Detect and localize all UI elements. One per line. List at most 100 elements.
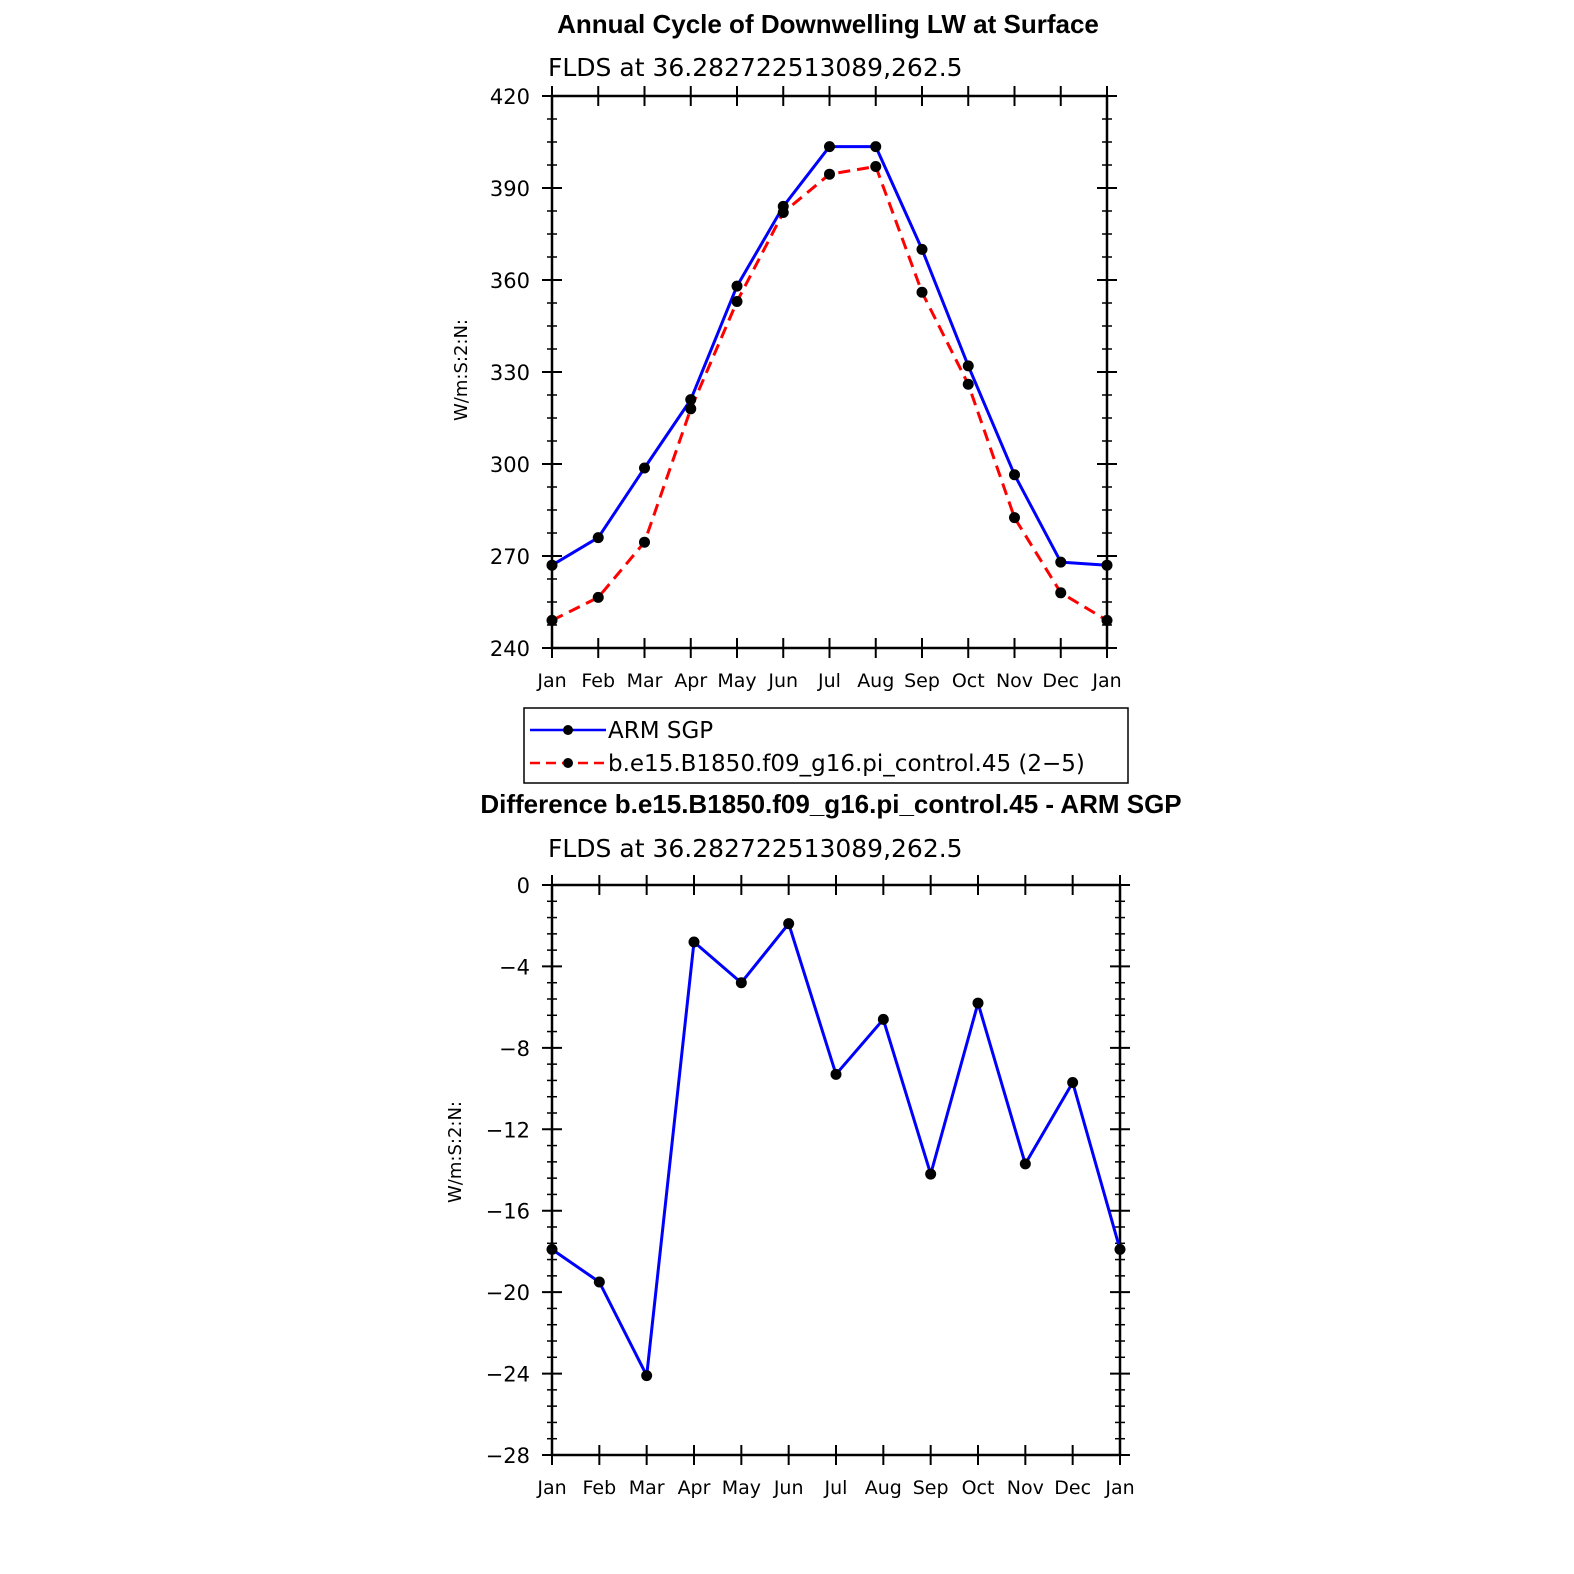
data-point [1055,587,1067,599]
x-tick-label: Jan [1104,1477,1134,1499]
x-tick-label: Mar [629,1477,665,1499]
data-point [830,1068,842,1080]
data-point [731,295,743,307]
x-tick-label: Oct [962,1477,995,1499]
data-point [962,360,974,372]
data-point [783,918,795,930]
y-tick-label: −12 [486,1118,530,1142]
difference-chart: Difference b.e15.B1850.f09_g16.pi_contro… [445,789,1182,1499]
data-point [1009,512,1020,524]
data-point [1114,1243,1126,1255]
y-tick-label: 0 [517,874,530,898]
y-tick-label: 300 [490,453,530,477]
plot-axes [542,875,1130,1465]
legend-marker-model [563,758,573,768]
plot-frame [550,883,1122,1457]
x-tick-label: Aug [857,670,894,692]
data-point [916,243,928,255]
series-line [551,145,1108,567]
y-tick-label: 390 [490,177,530,201]
series-line [551,922,1122,1378]
y-tick-label: −4 [499,955,530,979]
y-axis-label: W/m:S:2:N: [451,319,472,421]
x-tick-label: Feb [583,1477,617,1499]
chart-subtitle: FLDS at 36.282722513089,262.5 [548,834,963,863]
data-point [688,936,700,948]
x-tick-label: Aug [865,1477,902,1499]
data-point [735,977,747,989]
data-point [824,168,835,180]
chart-title: Difference b.e15.B1850.f09_g16.pi_contro… [480,789,1181,819]
x-tick-label: Feb [581,670,615,692]
y-tick-label: 240 [490,637,530,661]
data-point [1101,614,1113,626]
data-point [685,394,697,406]
x-tick-label: Sep [904,670,940,692]
plot-axes [542,86,1117,658]
annual-cycle-chart: Annual Cycle of Downwelling LW at Surfac… [451,9,1122,692]
y-axis-label: W/m:S:2:N: [445,1101,466,1203]
y-tick-label: −28 [486,1444,530,1468]
legend-marker-arm-sgp [563,725,573,735]
y-tick-label: 330 [490,361,530,385]
data-point [972,997,984,1009]
series-line [551,165,1108,622]
data-point [546,559,558,571]
data-point [639,536,650,548]
x-tick-label: Jul [817,670,841,692]
y-tick-label: 270 [490,545,530,569]
y-tick-label: 360 [490,269,530,293]
y-tick-label: 420 [490,85,530,109]
data-point [1019,1158,1031,1170]
data-point [593,1276,605,1288]
x-tick-label: Apr [678,1477,711,1499]
data-point [592,532,604,544]
data-point [592,591,604,603]
data-point [639,462,650,474]
data-series [546,918,1126,1382]
data-point [916,286,928,298]
data-point [824,141,835,153]
x-tick-label: Jan [536,670,566,692]
data-point [870,141,882,153]
data-point [877,1013,889,1025]
y-tick-label: −24 [486,1363,530,1387]
data-point [1009,469,1020,481]
legend-label-model: b.e15.B1850.f09_g16.pi_control.45 (2−5) [608,751,1085,777]
data-point [685,403,697,415]
data-point [962,378,974,390]
x-tick-label: Sep [913,1477,949,1499]
data-point [546,1243,558,1255]
chart-subtitle: FLDS at 36.282722513089,262.5 [548,53,963,82]
chart-title: Annual Cycle of Downwelling LW at Surfac… [557,9,1099,39]
y-tick-label: −16 [486,1200,530,1224]
data-point [1067,1076,1079,1088]
x-tick-label: Jun [767,670,798,692]
data-point [641,1370,653,1382]
x-tick-label: Dec [1042,670,1079,692]
data-point [925,1168,937,1180]
legend-label-arm-sgp: ARM SGP [608,718,713,744]
data-series [546,141,1113,626]
data-point [1101,559,1113,571]
x-tick-label: Jan [1091,670,1121,692]
legend-box [523,707,1129,784]
x-tick-label: Apr [674,670,707,692]
x-tick-label: May [717,670,756,692]
data-point [1055,556,1067,568]
x-tick-label: Nov [1007,1477,1044,1499]
x-tick-label: Jan [536,1477,566,1499]
x-tick-label: May [722,1477,761,1499]
x-tick-label: Nov [996,670,1033,692]
data-point [870,161,882,173]
legend: ARM SGP b.e15.B1850.f09_g16.pi_control.4… [523,707,1129,784]
x-tick-label: Oct [952,670,985,692]
y-tick-label: −20 [486,1281,530,1305]
tick-labels: 240 270 300 330 360 390 420 Jan Feb Mar Apr May Jun J… [490,85,1122,692]
y-tick-label: −8 [499,1037,530,1061]
x-tick-label: Jul [824,1477,848,1499]
x-tick-label: Mar [627,670,663,692]
data-point [546,614,558,626]
x-tick-label: Jun [773,1477,804,1499]
